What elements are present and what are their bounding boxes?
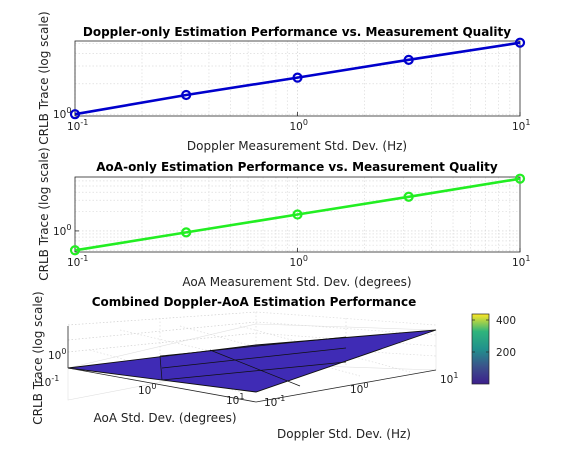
x-tick-label: 100 [138,382,156,397]
surface-meshline [159,336,347,357]
data-point [292,209,303,220]
data-point [514,37,526,48]
aoa-title: AoA-only Estimation Performance vs. Meas… [96,160,498,174]
x-tick-label: 101 [512,254,530,269]
colorbar-tick-label: 200 [496,347,516,359]
x-tick-label: 10-1 [67,254,88,269]
series-line [74,41,521,116]
combined-title: Combined Doppler-AoA Estimation Performa… [92,295,416,309]
data-point [292,72,303,83]
data-point [69,109,81,120]
colorbar-tick-label: 400 [496,315,516,327]
combined-front-axes [67,326,437,403]
surface-meshline [159,355,163,381]
doppler-grid [74,41,520,116]
y-tick-label: 100 [53,106,71,121]
data-point [514,173,526,184]
data-point [403,54,414,65]
aoa-xlabel: AoA Measurement Std. Dev. (degrees) [182,275,411,289]
x-tick-label: 101 [512,118,530,133]
colorbar-gradient [471,313,490,385]
y-tick-label: 101 [440,371,458,386]
surface-meshline [161,361,347,381]
combined-z-ticks: 100 [48,347,66,362]
colorbar: 400 200 [471,313,516,385]
surface-meshline [161,347,347,369]
data-point [69,245,81,256]
aoa-ticks: 10-1 100 101 100 [53,223,530,269]
x-tick-label: 101 [226,392,244,407]
data-point [403,191,414,202]
surface-meshline [209,349,301,387]
data-point [181,227,192,238]
combined-panel: Combined Doppler-AoA Estimation Performa… [31,291,516,441]
y-tick-label: 100 [350,381,368,396]
x-tick-label: 10-1 [38,374,59,389]
aoa-panel: AoA-only Estimation Performance vs. Meas… [37,147,530,289]
combined-ylabel: Doppler Std. Dev. (Hz) [277,427,411,441]
combined-surface [67,329,437,393]
y-tick-label: 10-1 [264,394,285,409]
x-tick-label: 100 [290,118,308,133]
combined-y-ticks: 10-1 100 101 [264,371,458,409]
doppler-title: Doppler-only Estimation Performance vs. … [83,25,511,39]
doppler-panel: Doppler-only Estimation Performance vs. … [37,11,530,153]
series-line [74,177,521,252]
combined-x-ticks: 10-1 100 101 [38,374,244,407]
doppler-xlabel: Doppler Measurement Std. Dev. (Hz) [187,139,407,153]
doppler-ylabel: CRLB Trace (log scale) [37,11,51,145]
combined-xlabel: AoA Std. Dev. (degrees) [93,411,236,425]
data-point [181,89,192,101]
x-tick-label: 10-1 [67,118,88,133]
aoa-series [69,173,526,256]
z-tick-label: 100 [48,347,66,362]
x-tick-label: 100 [290,254,308,269]
aoa-ylabel: CRLB Trace (log scale) [37,147,51,281]
combined-zlabel: CRLB Trace (log scale) [31,291,45,425]
doppler-series [69,37,526,120]
y-tick-label: 100 [53,223,71,238]
